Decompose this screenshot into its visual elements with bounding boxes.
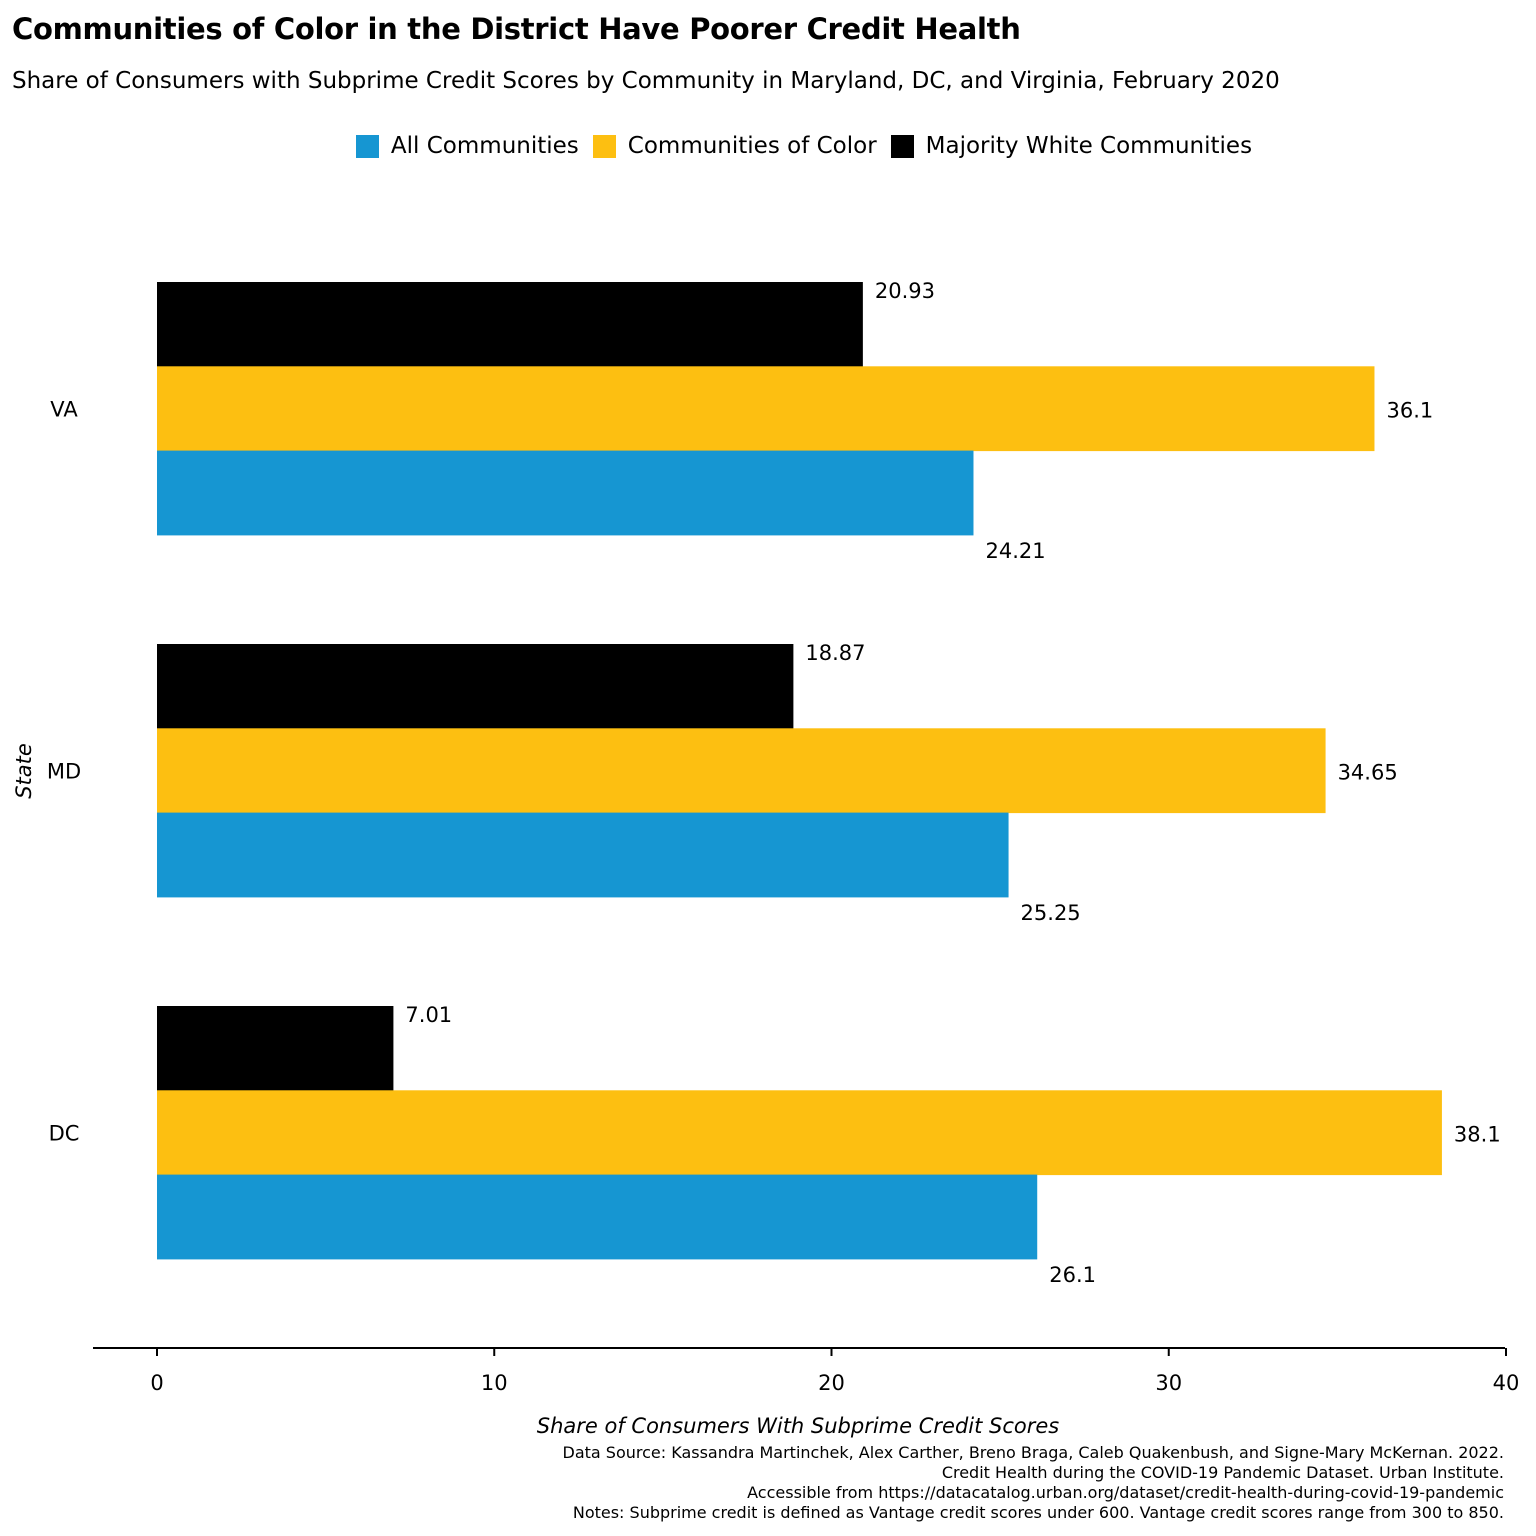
chart-legend: All Communities Communities of Color Maj…	[0, 133, 1536, 159]
bar-va-all-communities	[157, 450, 974, 536]
x-tick-label: 30	[1155, 1371, 1182, 1395]
legend-label-majority-white-communities: Majority White Communities	[925, 133, 1253, 159]
legend-swatch-majority-white-communities	[890, 134, 914, 158]
note-line: Accessible from https://datacatalog.urba…	[747, 1483, 1504, 1502]
legend-item-communities-of-color: Communities of Color	[592, 133, 877, 159]
bar-dc-communities-of-color	[157, 1090, 1442, 1176]
y-axis-title: State	[12, 743, 36, 799]
legend-label-communities-of-color: Communities of Color	[627, 133, 877, 159]
chart-notes: Data Source: Kassandra Martinchek, Alex …	[563, 1443, 1504, 1523]
data-label: 24.21	[985, 539, 1045, 563]
bar-dc-all-communities	[157, 1174, 1038, 1260]
bar-va-communities-of-color	[157, 366, 1375, 452]
chart-subtitle: Share of Consumers with Subprime Credit …	[12, 68, 1280, 94]
note-line: Credit Health during the COVID-19 Pandem…	[941, 1463, 1504, 1482]
bar-md-communities-of-color	[157, 728, 1326, 814]
y-tick-label: MD	[47, 759, 81, 783]
y-tick-label: VA	[50, 397, 78, 421]
data-label: 36.1	[1386, 398, 1433, 422]
data-label: 25.25	[1021, 901, 1081, 925]
legend-item-majority-white-communities: Majority White Communities	[890, 133, 1253, 159]
data-label: 34.65	[1338, 760, 1398, 784]
note-line: Data Source: Kassandra Martinchek, Alex …	[562, 1443, 1504, 1462]
bar-md-all-communities	[157, 812, 1009, 898]
legend-item-all-communities: All Communities	[355, 133, 579, 159]
data-label: 20.93	[875, 279, 935, 303]
chart-title: Communities of Color in the District Hav…	[12, 12, 1021, 46]
x-tick-label: 0	[150, 1371, 163, 1395]
data-label: 7.01	[405, 1003, 452, 1027]
x-tick-label: 20	[818, 1371, 845, 1395]
x-axis-title: Share of Consumers With Subprime Credit …	[537, 1414, 1060, 1438]
x-tick-label: 40	[1493, 1371, 1520, 1395]
data-label: 26.1	[1049, 1263, 1096, 1287]
data-label: 38.1	[1454, 1122, 1501, 1146]
legend-swatch-communities-of-color	[592, 134, 616, 158]
bar-md-majority-white-communities	[157, 644, 794, 729]
data-label: 18.87	[805, 641, 865, 665]
bar-va-majority-white-communities	[157, 282, 863, 367]
note-line: Notes: Subprime credit is defined as Van…	[572, 1503, 1504, 1522]
y-tick-label: DC	[49, 1121, 80, 1145]
legend-label-all-communities: All Communities	[390, 133, 579, 159]
legend-swatch-all-communities	[355, 134, 379, 158]
x-tick-label: 10	[481, 1371, 508, 1395]
bar-dc-majority-white-communities	[157, 1006, 394, 1091]
